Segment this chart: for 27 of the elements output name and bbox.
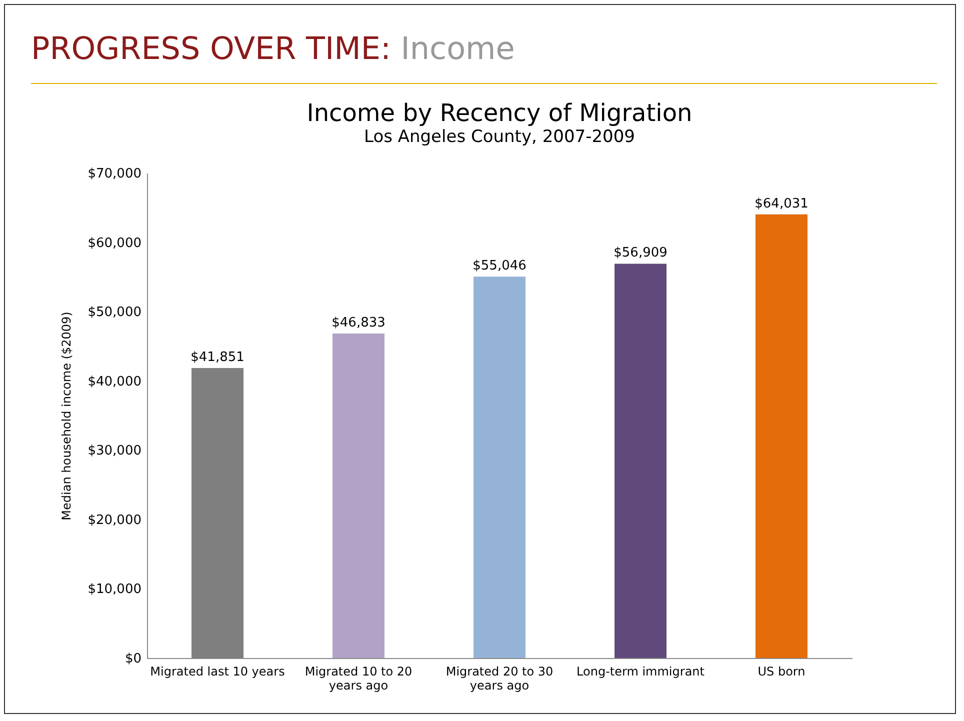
y-tick-label: $70,000 — [88, 166, 142, 182]
bar — [474, 276, 526, 658]
y-tick-label: $60,000 — [88, 236, 142, 251]
x-tick-label: Migrated 20 to 30 years ago — [446, 664, 554, 692]
x-tick-label: Migrated 10 to 20 years ago — [304, 664, 412, 692]
x-tick-label: US born — [758, 664, 806, 678]
chart-title: Income by Recency of Migration — [306, 99, 692, 127]
data-label: $64,031 — [754, 196, 808, 212]
text: PROGRESS OVER TIME: — [31, 31, 392, 67]
y-tick-label: $50,000 — [88, 305, 142, 320]
bar — [614, 264, 666, 658]
data-label: $41,851 — [190, 350, 244, 366]
y-axis-title: Median household income ($2009) — [60, 312, 74, 520]
data-label: $56,909 — [614, 246, 668, 261]
data-label: $46,833 — [332, 316, 386, 331]
y-tick-label: $10,000 — [88, 582, 142, 598]
y-tick-label: $20,000 — [88, 512, 142, 528]
y-tick-label: $30,000 — [88, 444, 142, 459]
y-tick-label: $40,000 — [88, 374, 142, 390]
text: Income — [400, 31, 515, 67]
bar — [332, 334, 384, 658]
data-label: $55,046 — [472, 258, 526, 274]
y-tick-label: $0 — [124, 652, 142, 666]
x-tick-label: Long-term immigrant — [576, 664, 705, 678]
chart-subtitle: Los Angeles County, 2007-2009 — [364, 127, 635, 147]
bar — [756, 214, 808, 658]
x-tick-label: Migrated last 10 years — [150, 664, 285, 678]
